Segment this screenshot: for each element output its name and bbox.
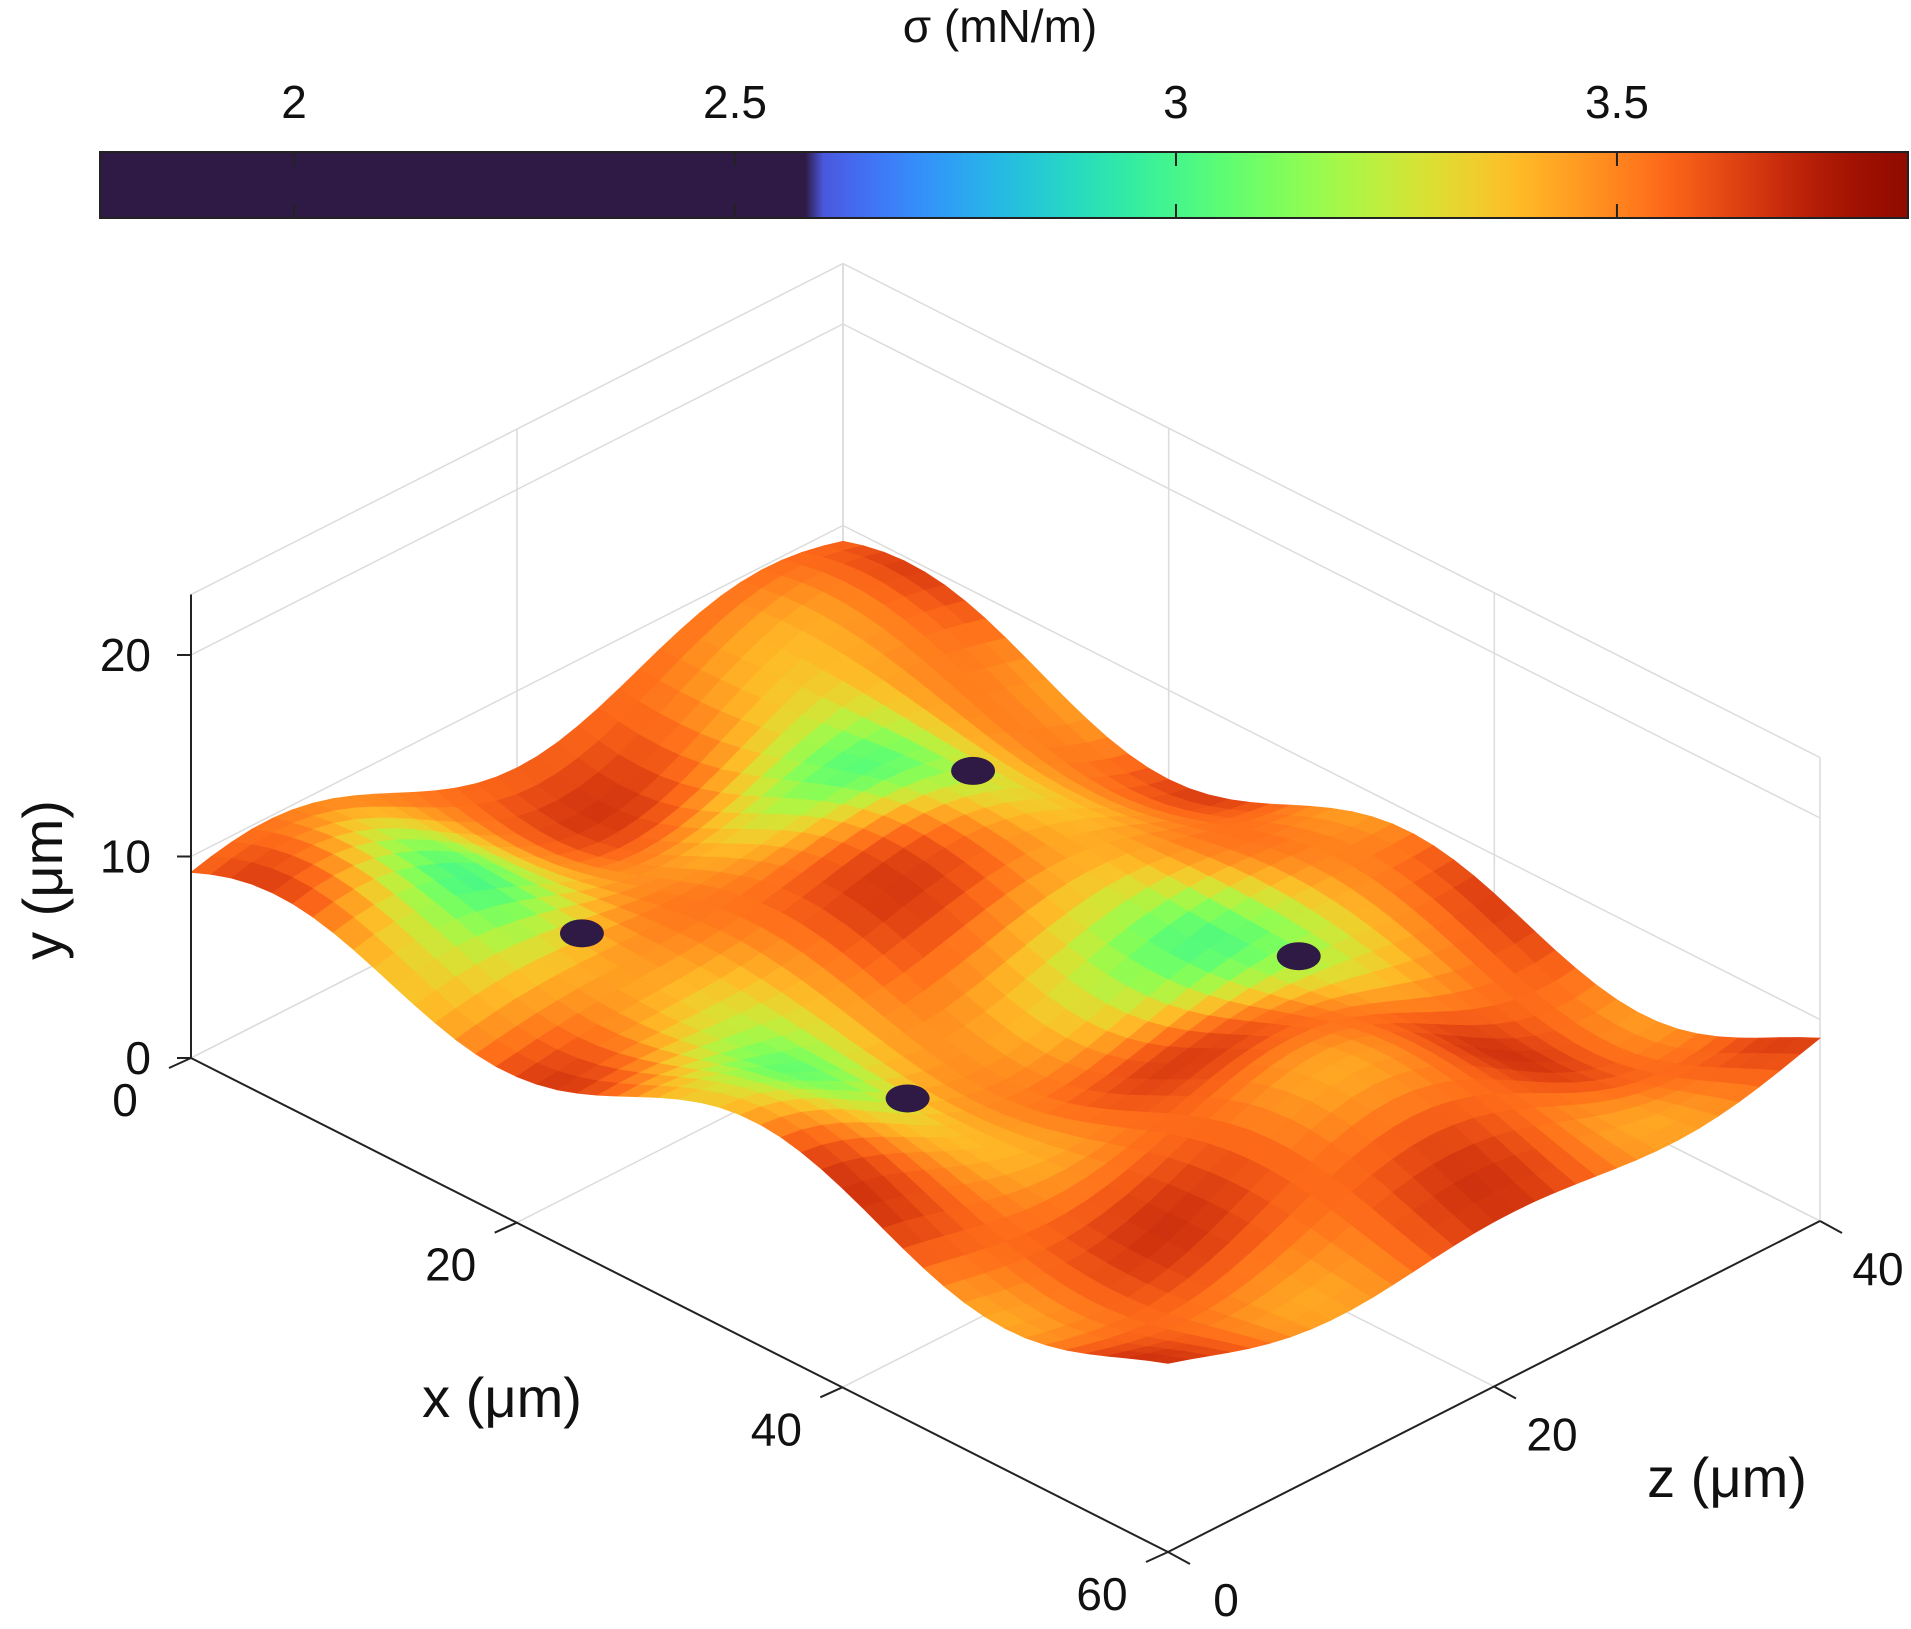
x-axis-tick xyxy=(1145,1551,1169,1563)
x-axis-label: x (μm) xyxy=(422,1366,582,1429)
x-tick-label: 20 xyxy=(425,1239,476,1291)
x-axis-line xyxy=(190,1057,1169,1553)
side-grid-line xyxy=(190,323,844,656)
x-tick-label: 60 xyxy=(1076,1568,1127,1620)
low-tension-cap xyxy=(951,756,996,785)
low-tension-cap xyxy=(885,1084,930,1113)
back-grid-line xyxy=(842,323,1821,819)
x-axis-tick xyxy=(494,1221,518,1234)
colorbar-label: σ (mN/m) xyxy=(903,0,1097,52)
surface-patch xyxy=(1147,1355,1189,1364)
y-tick-label: 0 xyxy=(125,1032,151,1084)
side-grid-line xyxy=(190,524,844,858)
y-axis-label: y (μm) xyxy=(11,800,74,960)
y-tick-label: 20 xyxy=(100,629,151,681)
back-grid-line xyxy=(842,524,1821,1021)
y-tick-label: 10 xyxy=(100,831,151,883)
colorbar: σ (mN/m) 2 2.5 3 3.5 xyxy=(99,0,1909,219)
low-tension-cap xyxy=(559,919,604,948)
surface xyxy=(189,540,1822,1364)
low-tension-cap xyxy=(1276,942,1321,971)
z-axis-tick xyxy=(1819,1220,1843,1234)
x-tick-label: 40 xyxy=(751,1403,802,1455)
box-edge xyxy=(190,262,844,596)
z-axis-tick xyxy=(1167,1551,1191,1565)
colorbar-tick-label: 3.5 xyxy=(1585,76,1649,128)
z-tick-label: 0 xyxy=(1213,1574,1239,1624)
z-axis-tick xyxy=(1493,1385,1517,1400)
colorbar-tick-marks xyxy=(293,152,1618,218)
x-axis-tick xyxy=(168,1057,192,1069)
colorbar-tick-labels: 2 2.5 3 3.5 xyxy=(281,76,1649,128)
colorbar-tick-label: 3 xyxy=(1163,76,1189,128)
x-axis-tick xyxy=(819,1386,843,1399)
colorbar-tick-label: 2.5 xyxy=(703,76,767,128)
colorbar-tick-label: 2 xyxy=(281,76,307,128)
box-edge xyxy=(842,262,1821,759)
axes-front: 0 10 20 0 20 40 60 0 20 40 xyxy=(100,594,1904,1626)
colorbar-gradient xyxy=(99,151,1909,219)
z-tick-label: 40 xyxy=(1852,1243,1903,1295)
z-axis-label: z (μm) xyxy=(1647,1446,1807,1509)
z-tick-label: 20 xyxy=(1526,1409,1577,1461)
x-tick-label: 0 xyxy=(112,1074,138,1126)
